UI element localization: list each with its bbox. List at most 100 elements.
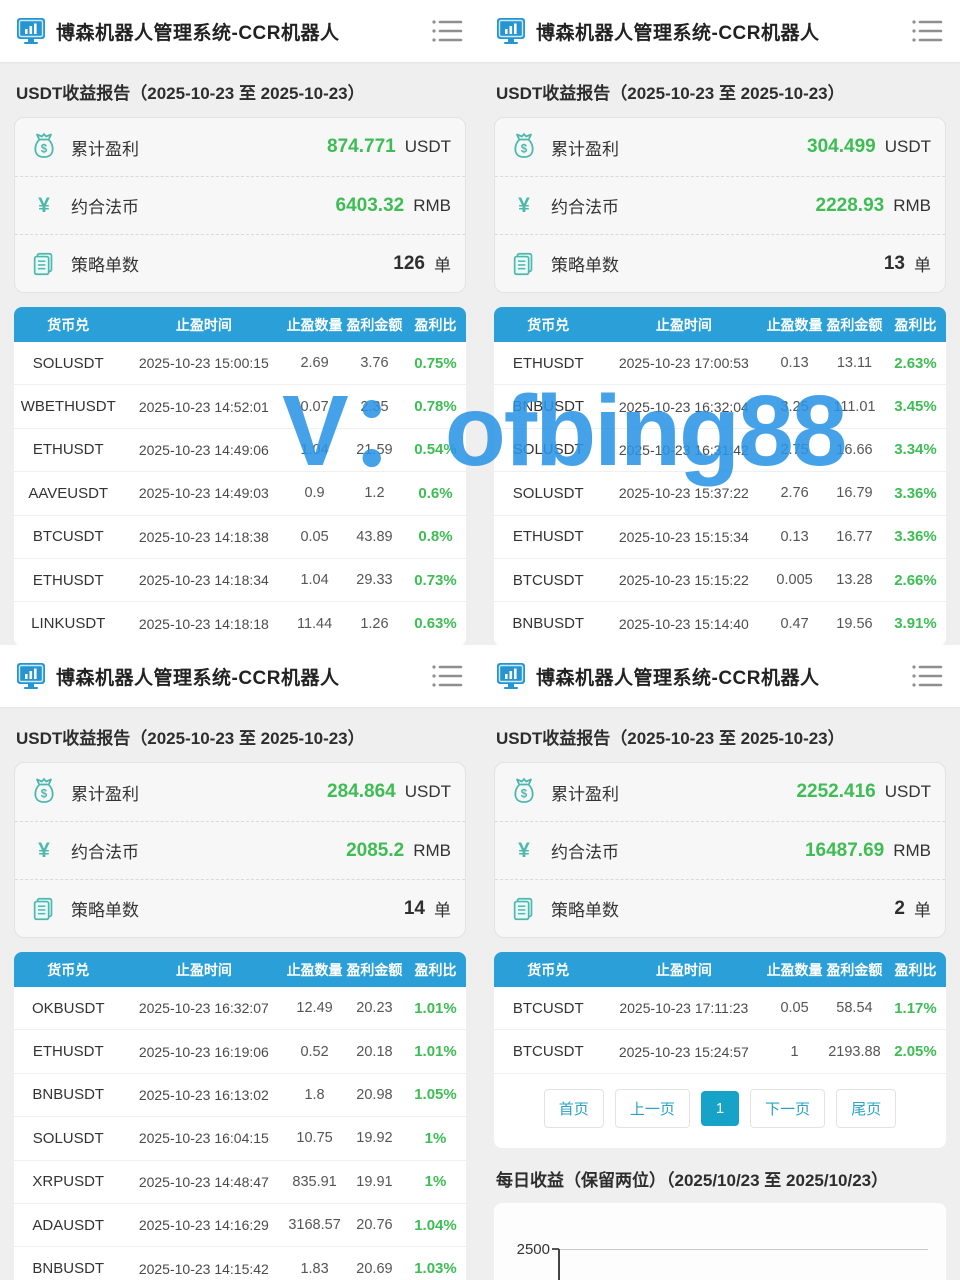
fiat-value: 2085.2 <box>346 839 405 861</box>
ratio-cell: 0.63% <box>414 615 457 633</box>
yen-icon: ¥ <box>518 193 530 217</box>
profit-label: 累计盈利 <box>551 784 619 804</box>
qty-cell: 0.05 <box>780 1000 809 1017</box>
fiat-label: 约合法币 <box>71 843 139 862</box>
summary-card: $ 累计盈利 304.499 USDT ¥ 约合法币 2228.93 RMB <box>494 117 946 293</box>
daily-profit-chart: 2500 <box>494 1202 946 1280</box>
last-page-button[interactable]: 尾页 <box>836 1088 897 1128</box>
ratio-cell: 0.8% <box>418 528 453 546</box>
qty-cell: 10.75 <box>296 1130 333 1147</box>
amount-cell: 3.76 <box>360 355 389 372</box>
header-amount: 盈利金额 <box>346 961 403 978</box>
amount-cell: 20.18 <box>356 1043 393 1060</box>
amount-cell: 13.11 <box>836 355 873 372</box>
fiat-unit: RMB <box>893 195 931 215</box>
symbol-cell: ETHUSDT <box>32 1043 104 1061</box>
symbol-cell: ETHUSDT <box>512 528 584 546</box>
time-cell: 2025-10-23 14:49:06 <box>138 441 269 458</box>
symbol-cell: WBETHUSDT <box>20 398 116 416</box>
header-amount: 盈利金额 <box>826 316 883 333</box>
fiat-value: 2228.93 <box>815 194 885 216</box>
time-cell: 2025-10-23 14:49:03 <box>138 485 269 502</box>
qty-cell: 1 <box>790 1043 799 1060</box>
qty-cell: 2.69 <box>300 355 329 372</box>
current-page-button[interactable]: 1 <box>700 1090 740 1126</box>
header-time: 止盈时间 <box>175 961 232 978</box>
profit-unit: USDT <box>404 137 451 156</box>
symbol-cell: BNBUSDT <box>32 1086 105 1104</box>
amount-cell: 20.98 <box>356 1086 393 1103</box>
monitor-chart-icon <box>497 663 525 689</box>
header-amount: 盈利金额 <box>826 961 883 978</box>
amount-cell: 16.77 <box>836 528 873 545</box>
amount-cell: 43.89 <box>356 528 393 545</box>
table-row: SOLUSDT 2025-10-23 15:37:22 2.76 16.79 3… <box>494 472 946 516</box>
yen-icon: ¥ <box>38 838 50 862</box>
table-row: OKBUSDT 2025-10-23 16:32:07 12.49 20.23 … <box>14 987 466 1031</box>
report-title: USDT收益报告（2025-10-23 至 2025-10-23） <box>16 729 365 748</box>
table-body: BTCUSDT 2025-10-23 17:11:23 0.05 58.54 1… <box>494 987 946 1074</box>
ratio-cell: 0.73% <box>414 571 457 589</box>
fiat-value: 16487.69 <box>804 839 885 861</box>
ratio-cell: 3.91% <box>894 615 937 633</box>
qty-cell: 0.47 <box>780 615 809 632</box>
symbol-cell: ETHUSDT <box>32 441 104 459</box>
app-title: 博森机器人管理系统-CCR机器人 <box>56 667 340 689</box>
list-menu-icon[interactable] <box>910 18 944 44</box>
profit-table: 货币兑 止盈时间 止盈数量 盈利金额 盈利比 OKBUSDT 2025-10-2… <box>14 952 466 1280</box>
report-panel: 博森机器人管理系统-CCR机器人 USDT收益报告（2025-10-23 至 2… <box>0 0 480 645</box>
qty-cell: 3168.57 <box>288 1217 341 1234</box>
y-axis-tick-label: 2500 <box>516 1240 550 1258</box>
symbol-cell: BNBUSDT <box>512 615 585 633</box>
daily-profit-chart-section: 每日收益（保留两位）（2025/10/23 至 2025/10/23） 2500 <box>494 1166 946 1280</box>
fiat-unit: RMB <box>413 840 451 860</box>
table-body: OKBUSDT 2025-10-23 16:32:07 12.49 20.23 … <box>14 987 466 1280</box>
pagination: 首页 上一页 1 下一页 尾页 <box>494 1073 946 1148</box>
list-menu-icon[interactable] <box>430 18 464 44</box>
symbol-cell: ETHUSDT <box>512 354 584 372</box>
svg-text:$: $ <box>521 789 528 801</box>
time-cell: 2025-10-23 16:32:04 <box>618 398 749 415</box>
summary-card: $ 累计盈利 2252.416 USDT ¥ 约合法币 16487.69 RMB <box>494 762 946 938</box>
time-cell: 2025-10-23 14:16:29 <box>138 1217 269 1234</box>
orders-label: 策略单数 <box>551 256 619 275</box>
list-menu-icon[interactable] <box>910 663 944 689</box>
fiat-label: 约合法币 <box>551 198 619 217</box>
panel-body: USDT收益报告（2025-10-23 至 2025-10-23） $ 累计盈利… <box>0 724 480 1280</box>
first-page-button[interactable]: 首页 <box>543 1088 604 1128</box>
ratio-cell: 3.36% <box>894 484 937 502</box>
ratio-cell: 0.6% <box>418 484 453 502</box>
header-ratio: 盈利比 <box>894 316 937 333</box>
table-header-row: 货币兑 止盈时间 止盈数量 盈利金额 盈利比 <box>14 307 466 342</box>
amount-cell: 1.2 <box>364 485 385 502</box>
summary-row-profit: $ 累计盈利 304.499 USDT <box>495 118 945 176</box>
app-header-bar: 博森机器人管理系统-CCR机器人 <box>480 645 960 707</box>
summary-row-fiat: ¥ 约合法币 16487.69 RMB <box>495 821 945 879</box>
qty-cell: 2.75 <box>780 441 809 458</box>
list-menu-icon[interactable] <box>430 663 464 689</box>
table-row: BNBUSDT 2025-10-23 14:15:42 1.83 20.69 1… <box>14 1247 466 1280</box>
svg-text:$: $ <box>41 789 48 801</box>
profit-label: 累计盈利 <box>71 139 139 159</box>
time-cell: 2025-10-23 15:24:57 <box>618 1043 749 1060</box>
fiat-unit: RMB <box>893 840 931 860</box>
symbol-cell: OKBUSDT <box>31 999 105 1017</box>
money-bag-icon: $ <box>509 132 539 162</box>
profit-table: 货币兑 止盈时间 止盈数量 盈利金额 盈利比 SOLUSDT 2025-10-2… <box>14 307 466 645</box>
summary-row-fiat: ¥ 约合法币 2085.2 RMB <box>15 821 465 879</box>
qty-cell: 0.52 <box>300 1043 329 1060</box>
time-cell: 2025-10-23 16:04:15 <box>138 1130 269 1147</box>
next-page-button[interactable]: 下一页 <box>750 1088 826 1128</box>
panel-body: USDT收益报告（2025-10-23 至 2025-10-23） $ 累计盈利… <box>0 79 480 645</box>
prev-page-button[interactable]: 上一页 <box>614 1088 690 1128</box>
symbol-cell: SOLUSDT <box>512 441 584 459</box>
summary-card: $ 累计盈利 874.771 USDT ¥ 约合法币 6403.32 RMB <box>14 117 466 293</box>
summary-row-orders: 策略单数 2 单 <box>495 879 945 937</box>
ratio-cell: 1.03% <box>414 1260 457 1278</box>
qty-cell: 0.005 <box>776 572 813 589</box>
summary-row-orders: 策略单数 14 单 <box>15 879 465 937</box>
table-row: BNBUSDT 2025-10-23 15:14:40 0.47 19.56 3… <box>494 602 946 645</box>
table-row: XRPUSDT 2025-10-23 14:48:47 835.91 19.91… <box>14 1160 466 1204</box>
fiat-label: 约合法币 <box>551 843 619 862</box>
amount-cell: 20.23 <box>356 1000 393 1017</box>
